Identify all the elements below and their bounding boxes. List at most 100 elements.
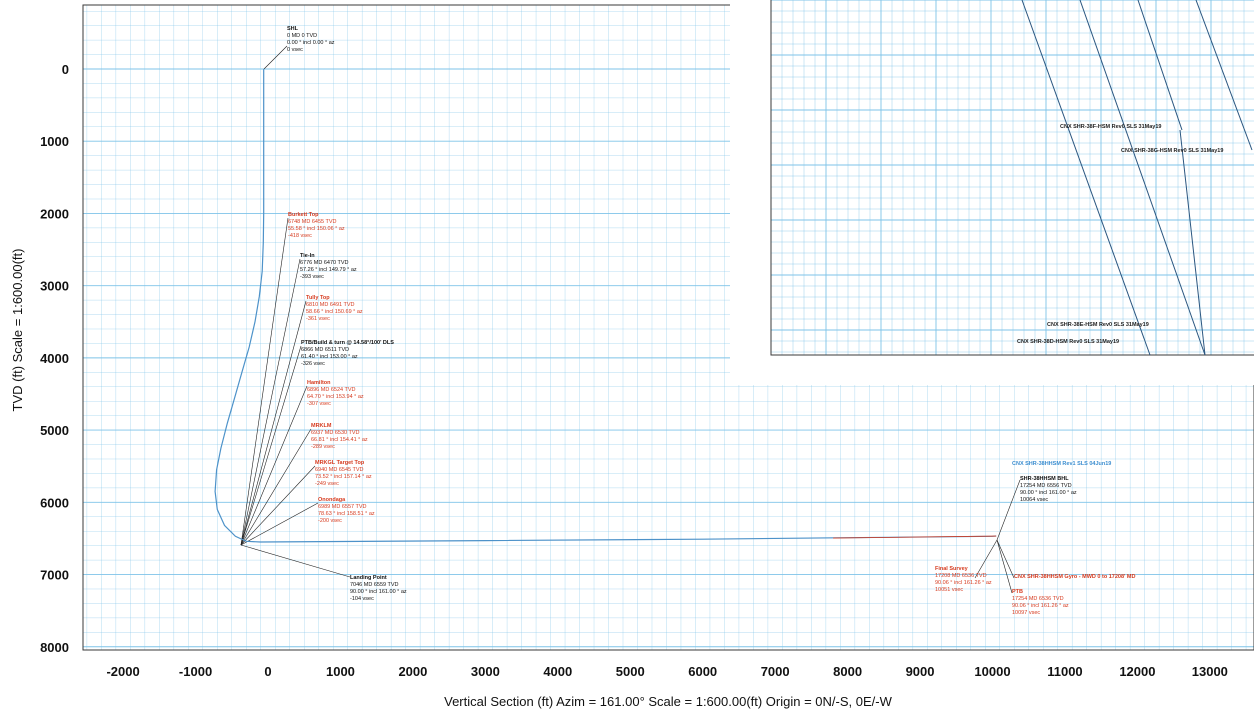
annotation-line: 6896 MD 6524 TVD	[307, 387, 356, 393]
y-axis-ticks: 0 1000 2000 3000 4000 5000 6000 7000 8000	[40, 62, 69, 655]
annotation-line: 90.06 ° incl 161.26 ° az	[1012, 603, 1069, 609]
x-tick-label: 2000	[398, 664, 427, 679]
inset-plan-lines: CNX SHR-38F-HSM Rev0 SLS 31May19 CNX SHR-…	[1017, 0, 1253, 356]
inset-line-label: CNX SHR-38F-HSM Rev0 SLS 31May19	[1060, 124, 1161, 130]
annotation-line: MRKGL Target Top	[315, 460, 365, 466]
annotation-line: -200 vsec	[318, 518, 342, 524]
annotation-line: 57.26 ° incl 149.79 ° az	[300, 267, 357, 273]
annotation-line: 90.00 ° incl 161.00 ° az	[1020, 490, 1077, 496]
x-tick-label: 9000	[906, 664, 935, 679]
annotation-line: 17208 MD 6536 TVD	[935, 573, 987, 579]
annotation-line: 73.52 ° incl 157.14 ° az	[315, 474, 372, 480]
annotation-leader	[240, 258, 301, 546]
inset-plan-line	[1179, 129, 1206, 356]
x-tick-label: 5000	[616, 664, 645, 679]
annotation-line: Tully Top	[306, 295, 330, 301]
inset-plan-line	[1137, 0, 1183, 131]
annotation-line: CNX SHR-38HHSM Gyro - MWD 0 to 17208' MD	[1014, 574, 1135, 580]
inset-plan-line	[1021, 0, 1151, 356]
annotation-line: 6776 MD 6470 TVD	[300, 260, 349, 266]
inset-panel: CNX SHR-38F-HSM Rev0 SLS 31May19 CNX SHR-…	[730, 0, 1254, 385]
annotation-leader	[240, 502, 319, 546]
annotation-line: Onondaga	[318, 497, 346, 503]
annotation-line: -289 vsec	[311, 444, 335, 450]
x-tick-label: 8000	[833, 664, 862, 679]
annotation-leader	[996, 539, 1015, 579]
annotation-line: 58.66 ° incl 150.69 ° az	[306, 309, 363, 315]
annotation-text: Burkett Top 6748 MD 6455 TVD 55.58 ° incl …	[288, 212, 345, 239]
x-tick-label: 13000	[1192, 664, 1228, 679]
y-tick-label: 6000	[40, 495, 69, 510]
annotation-line: -361 vsec	[306, 316, 330, 322]
annotation-line: -326 vsec	[301, 361, 325, 367]
annotation-line: 6866 MD 6511 TVD	[301, 347, 349, 353]
annotation-line: 10064 vsec	[1020, 497, 1048, 503]
annotation-line: 6989 MD 6557 TVD	[318, 504, 367, 510]
y-axis-label: TVD (ft) Scale = 1:600.00(ft)	[10, 249, 25, 412]
annotation-line: 6937 MD 6530 TVD	[311, 430, 360, 436]
annotation-leader	[240, 428, 312, 546]
x-tick-label: 3000	[471, 664, 500, 679]
annotation-line: Burkett Top	[288, 212, 319, 218]
annotation-line: CNX SHR-38HHSM Rev1 SLS 04Jun19	[1012, 461, 1111, 467]
x-tick-label: 10000	[974, 664, 1010, 679]
annotation-text: MRKLM 6937 MD 6530 TVD 66.81 ° incl 154.41…	[311, 423, 368, 450]
inset-frame	[770, 0, 1254, 356]
x-tick-label: 11000	[1047, 664, 1082, 679]
annotation-line: 55.58 ° incl 150.06 ° az	[288, 226, 345, 232]
y-tick-label: 3000	[40, 279, 69, 294]
inset-line-label: CNX SHR-38D-HSM Rev0 SLS 31May19	[1017, 339, 1119, 345]
annotation-text: Hamilton 6896 MD 6524 TVD 64.70 ° incl 153…	[307, 380, 364, 407]
annotation-line: PTB	[1012, 589, 1023, 595]
annotation-line: SHL	[287, 26, 299, 32]
annotation-line: 17254 MD 6536 TVD	[1012, 596, 1064, 602]
annotation-line: 6748 MD 6455 TVD	[288, 219, 337, 225]
y-tick-label: 4000	[40, 351, 69, 366]
annotation-line: SHR-38HHSM BHL	[1020, 476, 1069, 482]
annotation-line: 6810 MD 6491 TVD	[306, 302, 355, 308]
annotation-text: Tie-In 6776 MD 6470 TVD 57.26 ° incl 149.7…	[300, 253, 357, 280]
annotation-leader	[240, 217, 289, 546]
x-axis-ticks: -2000 -1000 0 1000 2000 3000 4000 5000 6000 7000 8…	[106, 664, 1227, 679]
annotation-line: 10051 vsec	[935, 587, 963, 593]
annotation-leader	[263, 45, 288, 70]
annotation-line: -307 vsec	[307, 401, 331, 407]
annotation-line: 78.63 ° incl 158.51 ° az	[318, 511, 375, 517]
annotation-line: 66.81 ° incl 154.41 ° az	[311, 437, 368, 443]
x-tick-label: 1000	[326, 664, 355, 679]
annotation-text: Tully Top 6810 MD 6491 TVD 58.66 ° incl 15…	[306, 295, 363, 322]
x-tick-label: 7000	[761, 664, 790, 679]
y-tick-label: 0	[62, 62, 69, 77]
annotations: SHL 0 MD 0 TVD 0.00 ° incl 0.00 ° az 0 vsec…	[287, 26, 1135, 616]
plot-frame	[82, 4, 1254, 651]
annotation-line: 6940 MD 6545 TVD	[315, 467, 364, 473]
annotation-text: PTB 17254 MD 6536 TVD 90.06 ° incl 161.26 …	[1012, 589, 1069, 616]
annotation-line: 7046 MD 6559 TVD	[350, 582, 399, 588]
annotation-line: -104 vsec	[350, 596, 374, 602]
inset-grid	[770, 0, 1254, 355]
y-tick-label: 7000	[40, 568, 69, 583]
annotation-leaders	[240, 45, 1021, 594]
inset-line-label: CNX SHR-38G-HSM Rev0 SLS 31May19	[1121, 148, 1223, 154]
x-tick-label: 4000	[543, 664, 572, 679]
annotation-line: Tie-In	[300, 253, 315, 259]
annotation-line: -393 vsec	[300, 274, 324, 280]
annotation-leader	[240, 385, 308, 546]
annotation-line: 90.06 ° incl 161.26 ° az	[935, 580, 992, 586]
inset-plan-line	[1079, 0, 1206, 356]
x-tick-label: -1000	[179, 664, 212, 679]
inset-plan-line	[1195, 0, 1253, 151]
annotation-line: 61.40 ° incl 153.00 ° az	[301, 354, 358, 360]
annotation-text: Landing Point 7046 MD 6559 TVD 90.00 ° inc…	[350, 575, 407, 602]
annotation-text: CNX SHR-38HHSM Gyro - MWD 0 to 17208' MD	[1014, 574, 1135, 580]
annotation-line: PTB/Build & turn @ 14.58°/100' DLS	[301, 340, 394, 346]
annotation-leader	[240, 465, 316, 546]
annotation-text: SHL 0 MD 0 TVD 0.00 ° incl 0.00 ° az 0 vsec	[287, 26, 335, 53]
annotation-line: Landing Point	[350, 575, 387, 581]
annotation-line: MRKLM	[311, 423, 332, 429]
annotation-line: -418 vsec	[288, 233, 312, 239]
y-tick-label: 5000	[40, 423, 69, 438]
well-path-line	[214, 69, 997, 543]
annotation-text: PTB/Build & turn @ 14.58°/100' DLS 6866 M…	[301, 340, 394, 367]
